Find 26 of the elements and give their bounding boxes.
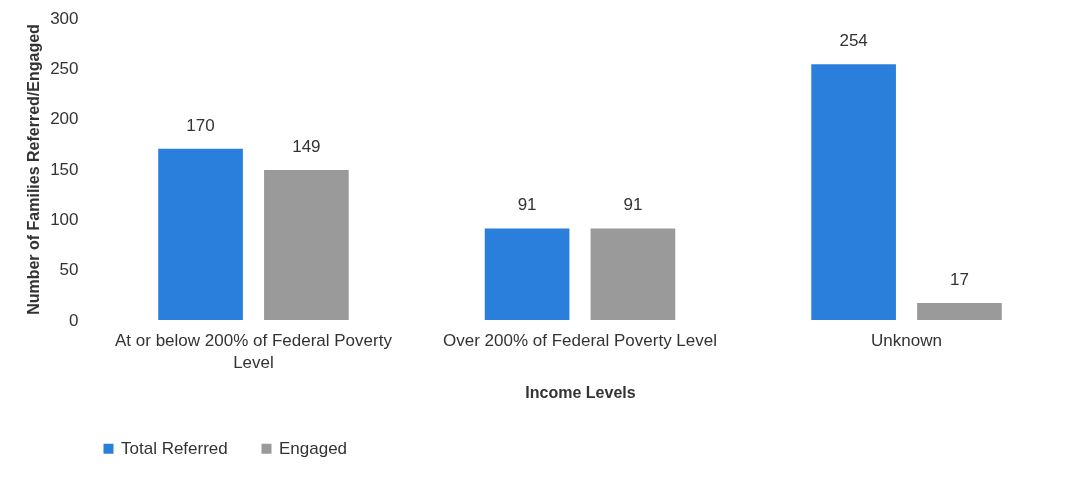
data-label: 170 <box>186 115 215 135</box>
bar <box>811 64 896 320</box>
x-axis-title: Income Levels <box>525 383 636 401</box>
bar <box>917 302 1002 320</box>
y-tick-label: 0 <box>69 310 79 330</box>
y-axis-title: Number of Families Referred/Engaged <box>25 24 43 315</box>
x-tick-label: Unknown <box>871 330 942 350</box>
bar <box>264 170 349 320</box>
bar <box>158 148 243 320</box>
y-tick-label: 150 <box>50 159 79 179</box>
data-label: 91 <box>517 195 537 215</box>
data-label: 149 <box>292 137 321 157</box>
data-label: 254 <box>839 31 868 51</box>
legend-label: Engaged <box>279 438 348 458</box>
y-tick-label: 200 <box>50 109 79 129</box>
y-tick-label: 250 <box>50 58 79 78</box>
data-label: 17 <box>949 269 969 289</box>
data-label: 91 <box>623 195 643 215</box>
y-tick-label: 300 <box>50 8 79 28</box>
legend-label: Total Referred <box>121 438 228 458</box>
bar <box>484 228 570 320</box>
y-tick-label: 100 <box>50 209 79 229</box>
x-tick-label: At or below 200% of Federal Poverty Level <box>115 330 393 372</box>
x-tick-label: Over 200% of Federal Poverty Level <box>442 330 718 350</box>
bar <box>590 228 676 320</box>
y-tick-label: 50 <box>59 260 79 280</box>
